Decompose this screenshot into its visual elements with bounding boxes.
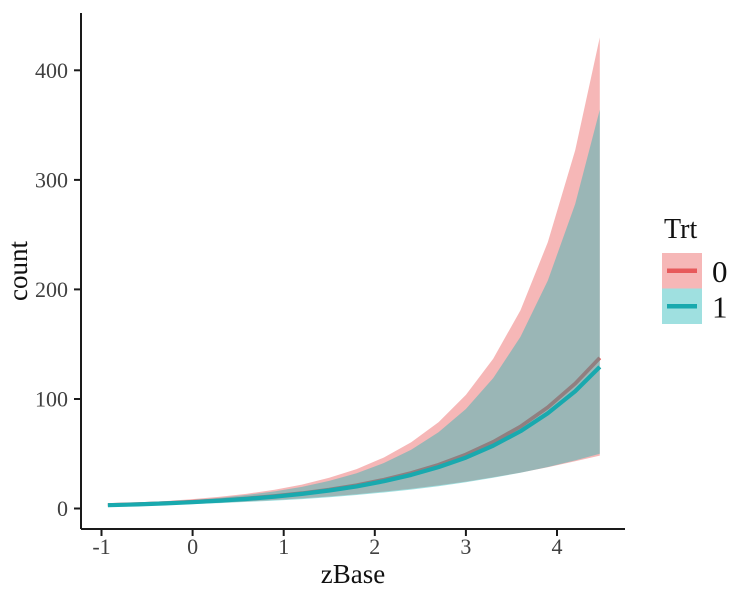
series-layer: [107, 37, 602, 508]
x-tick-label: 4: [552, 534, 563, 559]
legend-label-trt-0: 0: [712, 254, 728, 289]
y-tick-label: 300: [35, 167, 68, 192]
legend: Trt 01: [662, 214, 728, 324]
legend-title: Trt: [664, 214, 697, 245]
x-tick-label: -1: [92, 534, 110, 559]
x-tick-label: 0: [187, 534, 198, 559]
x-tick-label: 2: [369, 534, 380, 559]
ribbon-trt-1: [107, 109, 600, 507]
axes: -1 0 1 2 3 4 0 100 200 300 400: [35, 13, 625, 559]
estimate-line-trt-1: [107, 365, 602, 508]
legend-keys: 01: [662, 253, 728, 324]
legend-label-trt-1: 1: [712, 289, 728, 324]
y-axis-title: count: [3, 241, 33, 301]
y-tick-label: 0: [57, 496, 68, 521]
x-axis-title: zBase: [321, 559, 385, 589]
x-tick-label: 3: [460, 534, 471, 559]
ribbon-trt-0: [107, 37, 600, 506]
y-tick-label: 100: [35, 387, 68, 412]
y-tick-label: 400: [35, 58, 68, 83]
x-tick-label: 1: [278, 534, 289, 559]
y-tick-label: 200: [35, 277, 68, 302]
